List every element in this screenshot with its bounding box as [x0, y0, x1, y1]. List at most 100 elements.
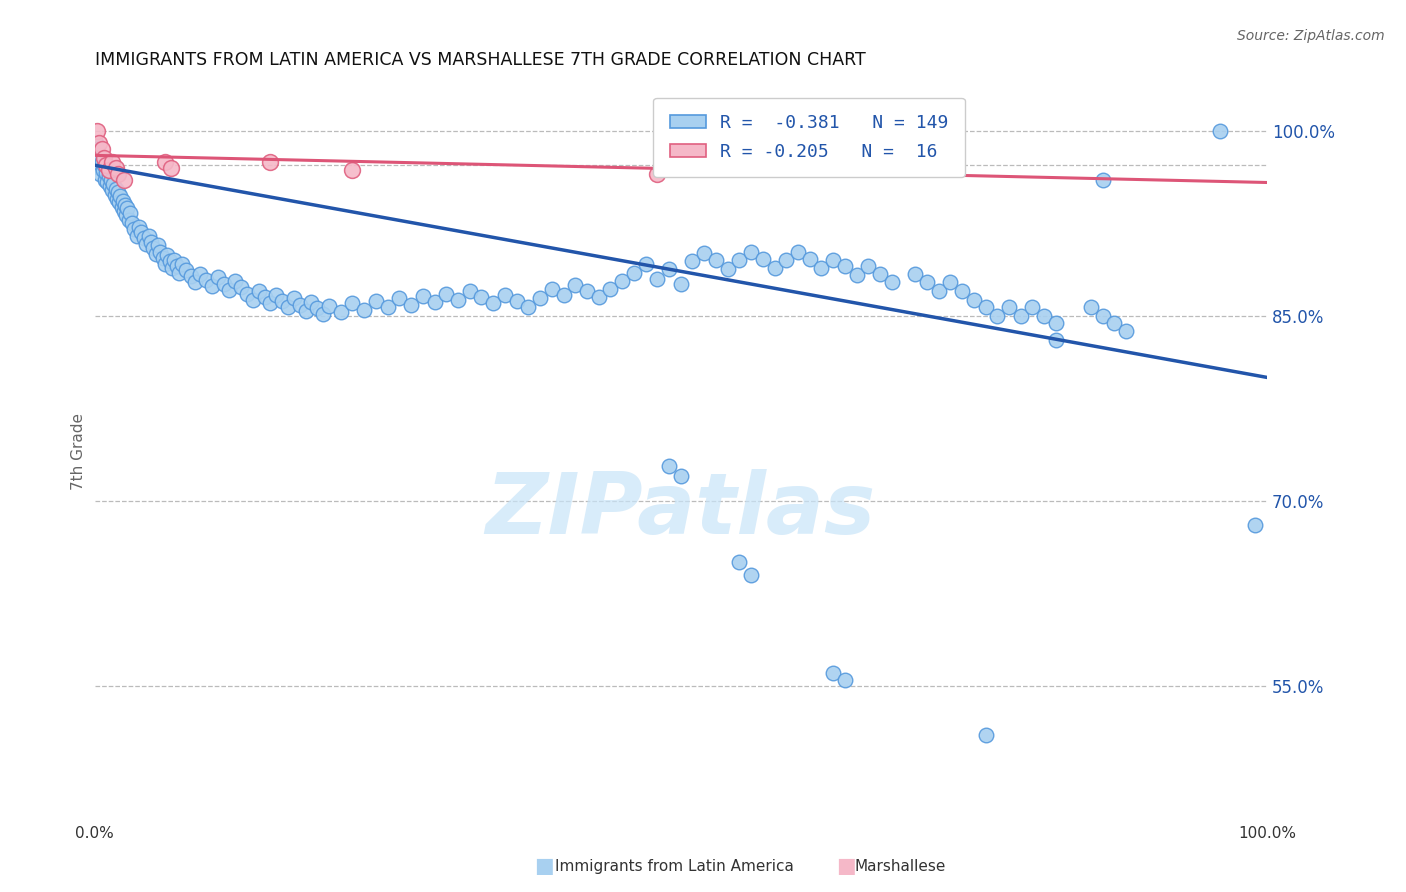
Point	[728, 158, 751, 172]
Point	[928, 284, 950, 298]
Point	[271, 293, 294, 308]
Point	[160, 260, 183, 275]
Point	[86, 124, 108, 138]
Point	[658, 261, 681, 276]
Point	[212, 277, 235, 291]
Point	[588, 290, 610, 304]
Point	[599, 282, 621, 296]
Point	[84, 136, 107, 150]
Point	[1080, 300, 1102, 314]
Point	[103, 177, 125, 191]
Point	[121, 216, 143, 230]
Point	[1045, 334, 1067, 348]
Point	[974, 728, 997, 742]
Point	[377, 300, 399, 314]
Point	[194, 273, 217, 287]
Point	[740, 244, 762, 259]
Point	[823, 253, 845, 268]
Point	[96, 158, 118, 172]
Point	[114, 197, 136, 211]
Point	[163, 253, 186, 268]
Point	[312, 308, 335, 322]
Point	[998, 300, 1021, 314]
Point	[98, 179, 121, 194]
Point	[505, 293, 527, 308]
Point	[728, 556, 751, 570]
Point	[494, 287, 516, 301]
Point	[236, 286, 259, 301]
Point	[97, 169, 120, 184]
Text: ■: ■	[837, 856, 856, 876]
Point	[623, 266, 645, 280]
Point	[342, 296, 364, 310]
Point	[458, 284, 481, 298]
Point	[266, 287, 288, 301]
Point	[704, 253, 727, 268]
Point	[135, 237, 157, 252]
Point	[89, 167, 111, 181]
Point	[634, 257, 657, 271]
Point	[118, 206, 141, 220]
Point	[950, 284, 973, 298]
Point	[86, 142, 108, 156]
Point	[412, 289, 434, 303]
Point	[112, 203, 135, 218]
Point	[645, 271, 668, 285]
Point	[145, 247, 167, 261]
Point	[117, 212, 139, 227]
Point	[100, 173, 122, 187]
Point	[834, 260, 856, 274]
Point	[799, 252, 821, 266]
Point	[399, 297, 422, 311]
Point	[174, 263, 197, 277]
Point	[159, 254, 181, 268]
Point	[845, 268, 868, 282]
Point	[94, 173, 117, 187]
Point	[242, 293, 264, 307]
Point	[111, 194, 134, 208]
Point	[90, 154, 112, 169]
Point	[138, 228, 160, 243]
Point	[752, 252, 775, 266]
Y-axis label: 7th Grade: 7th Grade	[72, 413, 86, 490]
Point	[353, 302, 375, 317]
Point	[207, 270, 229, 285]
Point	[87, 154, 110, 169]
Point	[540, 282, 562, 296]
Point	[115, 208, 138, 222]
Point	[180, 269, 202, 284]
Point	[364, 293, 387, 308]
Point	[763, 260, 786, 275]
Text: ■: ■	[534, 856, 554, 876]
Point	[96, 176, 118, 190]
Point	[1209, 124, 1232, 138]
Point	[939, 276, 962, 290]
Point	[775, 253, 797, 268]
Point	[858, 260, 880, 274]
Point	[915, 276, 938, 290]
Point	[288, 297, 311, 311]
Point	[470, 290, 492, 304]
Point	[153, 154, 176, 169]
Point	[152, 251, 174, 265]
Point	[880, 276, 903, 290]
Point	[342, 163, 364, 178]
Point	[93, 158, 115, 172]
Point	[172, 257, 194, 271]
Point	[823, 666, 845, 681]
Point	[658, 459, 681, 474]
Point	[124, 222, 146, 236]
Point	[107, 167, 129, 181]
Point	[575, 284, 598, 298]
Point	[90, 142, 112, 156]
Point	[388, 292, 411, 306]
Text: Immigrants from Latin America: Immigrants from Latin America	[555, 859, 794, 874]
Point	[904, 267, 927, 281]
Point	[146, 238, 169, 252]
Point	[110, 189, 132, 203]
Point	[1244, 518, 1267, 533]
Point	[153, 257, 176, 271]
Point	[693, 245, 716, 260]
Point	[740, 567, 762, 582]
Point	[188, 267, 211, 281]
